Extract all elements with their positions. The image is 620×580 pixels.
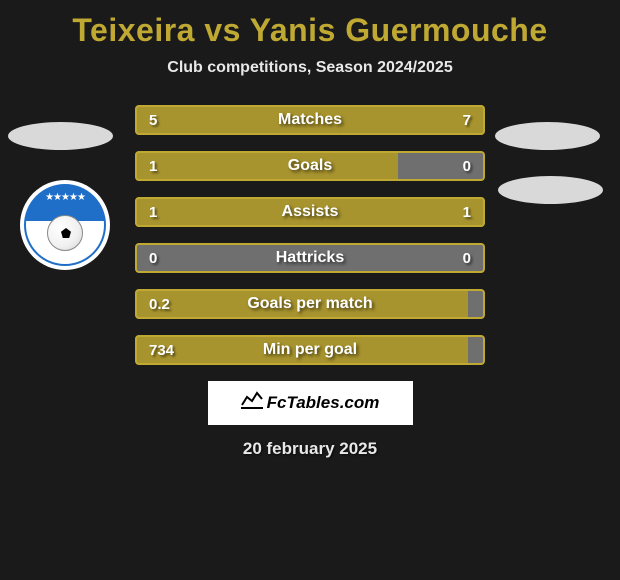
stat-row: 57Matches	[135, 105, 485, 135]
snapshot-date: 20 february 2025	[0, 439, 620, 459]
stat-label: Matches	[135, 111, 485, 129]
stat-row: 00Hattricks	[135, 243, 485, 273]
comparison-subtitle: Club competitions, Season 2024/2025	[0, 59, 620, 77]
stat-row: 734Min per goal	[135, 335, 485, 365]
player-pill-right-1	[495, 122, 600, 150]
stat-label: Min per goal	[135, 341, 485, 359]
stat-label: Hattricks	[135, 249, 485, 267]
player-pill-right-2	[498, 176, 603, 204]
stat-label: Assists	[135, 203, 485, 221]
stat-row: 11Assists	[135, 197, 485, 227]
player-pill-left	[8, 122, 113, 150]
club-badge-inner: ★★★★★	[24, 184, 106, 266]
comparison-title: Teixeira vs Yanis Guermouche	[0, 0, 620, 49]
stat-label: Goals per match	[135, 295, 485, 313]
brand-text: FcTables.com	[267, 393, 380, 413]
brand-badge: FcTables.com	[208, 381, 413, 425]
stat-label: Goals	[135, 157, 485, 175]
soccer-ball-icon	[47, 215, 83, 251]
club-badge: ★★★★★	[20, 180, 110, 270]
badge-stars-icon: ★★★★★	[26, 192, 104, 203]
brand-chart-icon	[241, 391, 263, 415]
stat-row: 0.2Goals per match	[135, 289, 485, 319]
stats-chart: 57Matches 10Goals 11Assists 00Hattricks 0.2G…	[135, 105, 485, 365]
stat-row: 10Goals	[135, 151, 485, 181]
